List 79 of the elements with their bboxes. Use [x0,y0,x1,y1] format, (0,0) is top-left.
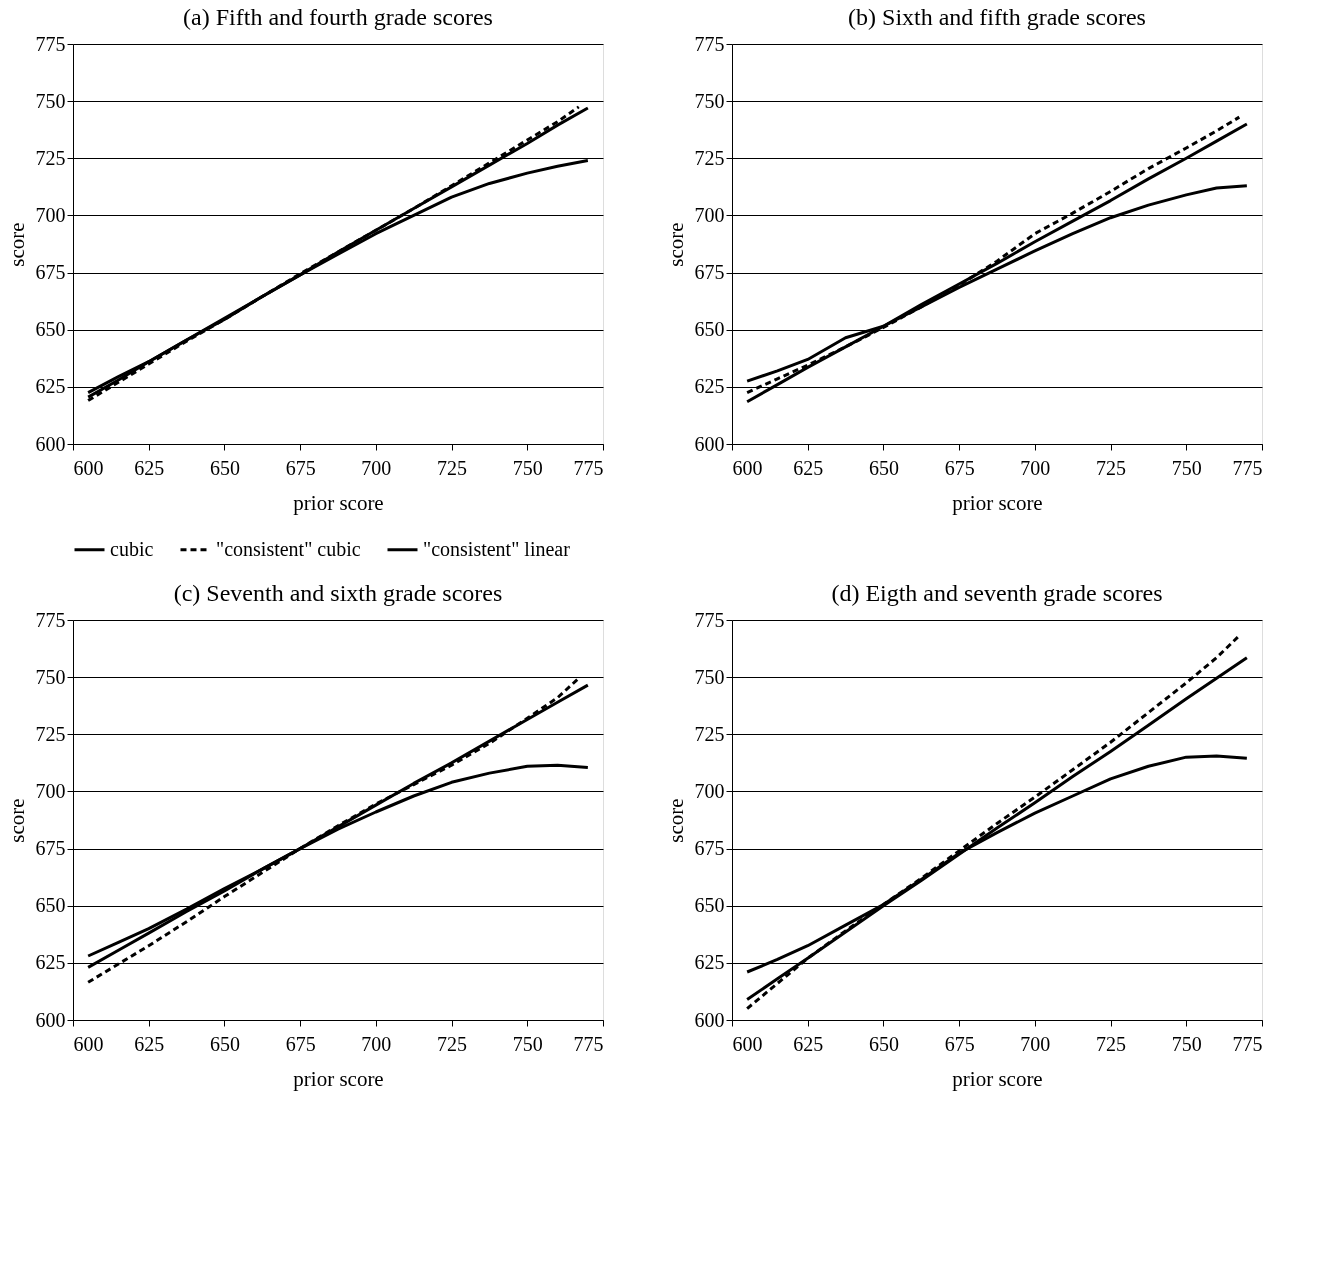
x-tick-label: 600 [73,1032,104,1055]
x-tick-label: 725 [1096,456,1127,479]
x-tick-label: 700 [1020,456,1051,479]
x-tick-label: 725 [437,1032,468,1055]
y-tick-label: 775 [694,32,725,55]
y-tick-label: 675 [35,261,66,284]
y-tick-label: 725 [694,146,725,169]
chart-title: (d) Eigth and seventh grade scores [831,580,1163,606]
x-tick-label: 650 [209,1032,240,1055]
y-axis-title: score [4,798,29,843]
y-tick-label: 650 [35,318,66,341]
y-tick-label: 725 [35,722,66,745]
x-tick-label: 750 [1171,1032,1202,1055]
y-tick-label: 700 [694,779,725,802]
x-tick-label: 675 [944,1032,975,1055]
x-tick-label: 650 [868,456,899,479]
y-tick-label: 725 [35,146,66,169]
y-tick-label: 700 [35,203,66,226]
y-tick-label: 600 [694,1008,725,1031]
x-tick-label: 675 [285,1032,316,1055]
x-tick-label: 625 [793,1032,824,1055]
x-tick-label: 775 [1232,456,1263,479]
y-tick-label: 650 [694,318,725,341]
y-tick-label: 600 [35,432,66,455]
x-tick-label: 700 [361,1032,392,1055]
y-tick-label: 750 [694,89,725,112]
x-tick-label: 775 [573,456,604,479]
x-tick-label: 750 [512,456,543,479]
y-tick-label: 750 [694,665,725,688]
y-tick-label: 600 [35,1008,66,1031]
x-tick-label: 675 [285,456,316,479]
x-tick-label: 650 [868,1032,899,1055]
y-tick-label: 625 [694,951,725,974]
x-tick-label: 700 [1020,1032,1051,1055]
chart-title: (c) Seventh and sixth grade scores [173,580,503,606]
y-tick-label: 775 [35,608,66,631]
y-tick-label: 675 [694,837,725,860]
y-tick-label: 775 [694,608,725,631]
legend-label: "consistent" cubic [216,537,361,560]
y-tick-label: 600 [694,432,725,455]
x-tick-label: 775 [1232,1032,1263,1055]
chart-title: (b) Sixth and fifth grade scores [848,4,1146,30]
y-axis-title: score [663,222,688,267]
x-tick-label: 750 [512,1032,543,1055]
x-axis-title: prior score [952,1066,1043,1091]
x-tick-label: 600 [732,456,763,479]
x-tick-label: 725 [1096,1032,1127,1055]
x-tick-label: 675 [944,456,975,479]
y-tick-label: 625 [35,951,66,974]
x-tick-label: 750 [1171,456,1202,479]
y-tick-label: 725 [694,722,725,745]
y-tick-label: 700 [35,779,66,802]
chart-title: (a) Fifth and fourth grade scores [183,4,493,30]
legend-label: cubic [110,537,154,560]
y-axis-title: score [4,222,29,267]
x-tick-label: 600 [73,456,104,479]
x-tick-label: 600 [732,1032,763,1055]
x-tick-label: 625 [793,456,824,479]
y-tick-label: 750 [35,89,66,112]
x-tick-label: 725 [437,456,468,479]
y-tick-label: 700 [694,203,725,226]
y-tick-label: 675 [694,261,725,284]
x-tick-label: 625 [134,1032,165,1055]
x-tick-label: 775 [573,1032,604,1055]
x-tick-label: 700 [361,456,392,479]
y-tick-label: 625 [694,375,725,398]
y-tick-label: 675 [35,837,66,860]
x-axis-title: prior score [952,490,1043,515]
y-tick-label: 625 [35,375,66,398]
y-tick-label: 650 [694,894,725,917]
x-tick-label: 625 [134,456,165,479]
x-tick-label: 650 [209,456,240,479]
x-axis-title: prior score [293,490,384,515]
y-axis-title: score [663,798,688,843]
legend-label: "consistent" linear [423,537,571,560]
x-axis-title: prior score [293,1066,384,1091]
y-tick-label: 775 [35,32,66,55]
y-tick-label: 650 [35,894,66,917]
y-tick-label: 750 [35,665,66,688]
